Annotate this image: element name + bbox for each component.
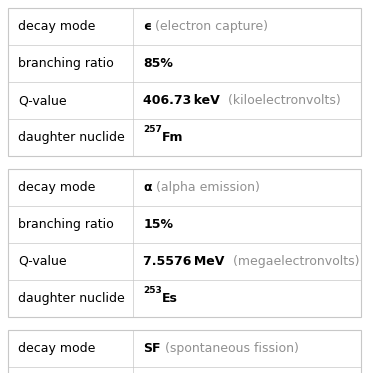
Text: Q-value: Q-value <box>18 94 67 107</box>
Text: Es: Es <box>162 292 178 305</box>
Text: decay mode: decay mode <box>18 342 95 355</box>
Text: 85%: 85% <box>144 57 173 70</box>
Text: ϵ: ϵ <box>144 20 151 33</box>
Text: 257: 257 <box>144 125 162 134</box>
Text: 7.5576 MeV: 7.5576 MeV <box>144 255 225 268</box>
Text: 15%: 15% <box>144 218 173 231</box>
Bar <box>8 169 361 317</box>
Text: (alpha emission): (alpha emission) <box>152 181 260 194</box>
Text: branching ratio: branching ratio <box>18 218 114 231</box>
Text: 253: 253 <box>144 286 162 295</box>
Text: decay mode: decay mode <box>18 20 95 33</box>
Text: decay mode: decay mode <box>18 181 95 194</box>
Text: daughter nuclide: daughter nuclide <box>18 131 125 144</box>
Text: Fm: Fm <box>162 131 184 144</box>
Text: daughter nuclide: daughter nuclide <box>18 292 125 305</box>
Text: Q-value: Q-value <box>18 255 67 268</box>
Text: (kiloelectronvolts): (kiloelectronvolts) <box>220 94 341 107</box>
Text: 406.73 keV: 406.73 keV <box>144 94 220 107</box>
Text: α: α <box>144 181 152 194</box>
Bar <box>8 330 361 373</box>
Text: (megaelectronvolts): (megaelectronvolts) <box>225 255 359 268</box>
Text: (spontaneous fission): (spontaneous fission) <box>161 342 299 355</box>
Text: (electron capture): (electron capture) <box>151 20 268 33</box>
Bar <box>8 8 361 156</box>
Text: SF: SF <box>144 342 161 355</box>
Text: branching ratio: branching ratio <box>18 57 114 70</box>
